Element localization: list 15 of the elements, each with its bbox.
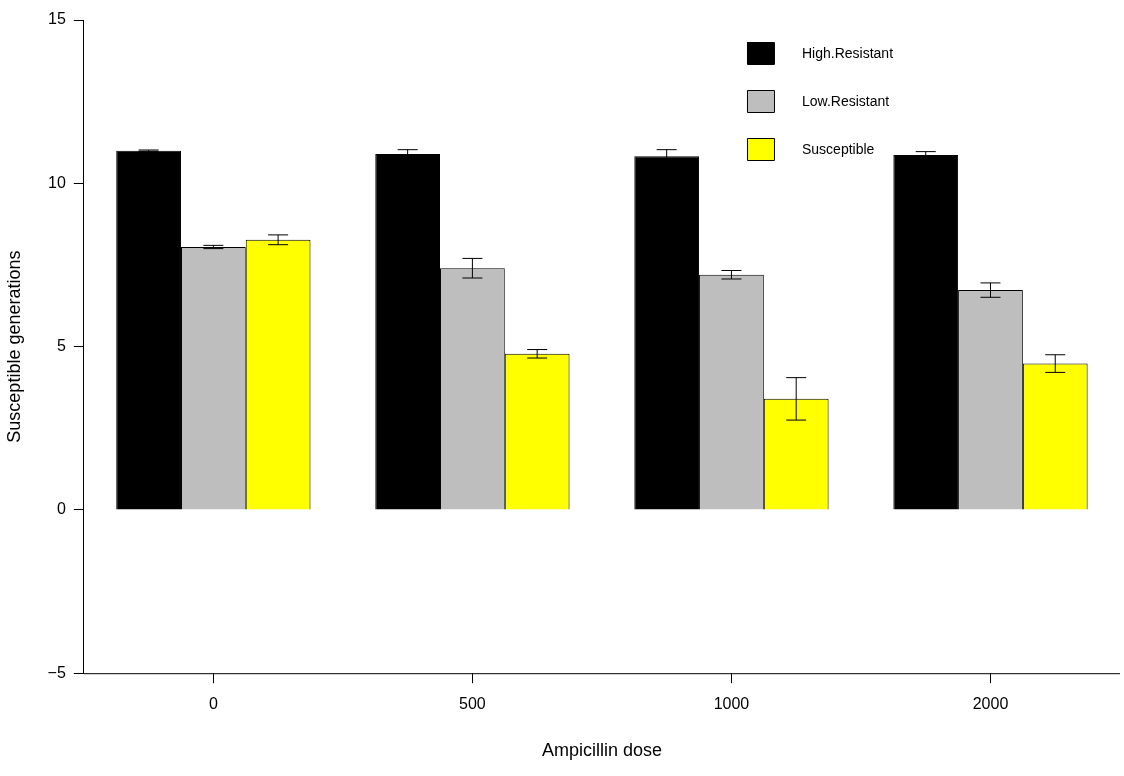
y-tick-label: 5 <box>56 337 66 355</box>
x-tick-label: 0 <box>208 695 218 713</box>
x-tick-label: 2000 <box>972 695 1009 713</box>
x-tick-label: 1000 <box>713 695 750 713</box>
y-tick-label: −5 <box>47 663 66 681</box>
x-axis-title: Ampicillin dose <box>541 740 662 761</box>
legend-label: Susceptible <box>801 140 875 157</box>
y-axis-title: Susceptible generations <box>3 250 24 443</box>
y-tick-label: 15 <box>48 10 66 28</box>
legend-label: Low.Resistant <box>801 92 890 109</box>
bar <box>375 153 441 510</box>
y-tick-label: 10 <box>48 173 66 191</box>
x-tick-label: 500 <box>459 695 486 713</box>
y-tick-label: 0 <box>56 500 66 518</box>
legend-label: High.Resistant <box>801 44 894 61</box>
